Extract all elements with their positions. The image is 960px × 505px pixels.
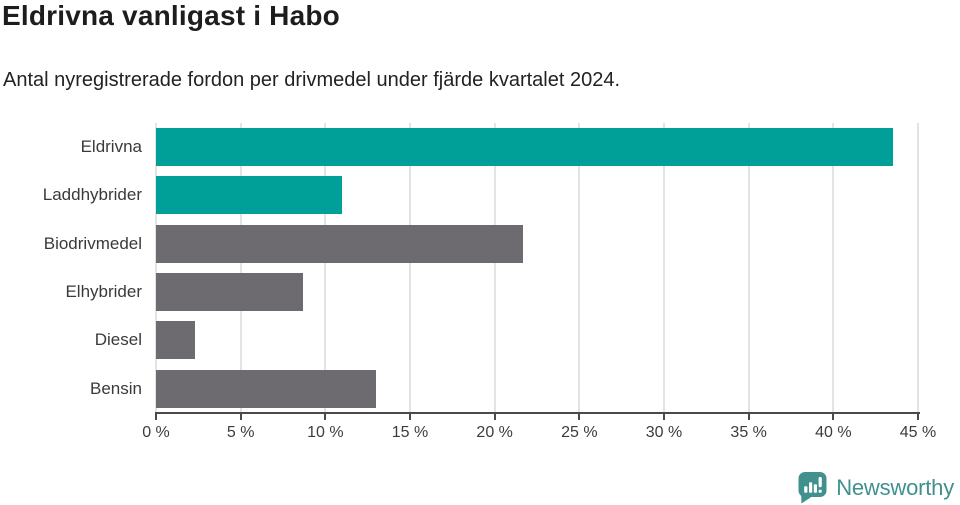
category-label: Elhybrider — [65, 282, 142, 301]
newsworthy-logo: Newsworthy — [797, 471, 954, 504]
chart-title: Eldrivna vanligast i Habo — [2, 0, 340, 31]
axis-tick-label: 10 % — [307, 424, 344, 441]
newsworthy-wordmark: Newsworthy — [836, 474, 954, 500]
axis-tick-label: 35 % — [730, 424, 767, 441]
axis-tick-label: 45 % — [899, 424, 937, 441]
axis-tick-label: 5 % — [226, 424, 255, 441]
bar — [156, 369, 377, 408]
axis-tick — [832, 414, 835, 420]
axis-tick — [155, 414, 157, 420]
gridline — [493, 123, 496, 413]
bar — [156, 128, 893, 167]
axis-tick-label: 20 % — [476, 424, 513, 441]
newsworthy-icon — [798, 472, 827, 504]
gridline — [578, 123, 581, 413]
axis-tick — [324, 414, 327, 420]
axis-tick — [409, 414, 411, 420]
category-label: Laddhybrider — [42, 185, 142, 205]
axis-tick — [493, 414, 496, 420]
axis-tick — [239, 414, 242, 420]
axis-tick-label: 0 % — [142, 424, 170, 441]
axis-tick-label: 30 % — [645, 424, 683, 441]
category-label: Diesel — [94, 330, 142, 350]
axis-tick — [917, 414, 919, 420]
category-label: Eldrivna — [80, 137, 142, 156]
bar-row: Laddhybrider — [0, 171, 960, 219]
axis-tick — [663, 414, 665, 420]
gridline — [324, 123, 327, 413]
bar-row: Diesel — [0, 316, 960, 364]
bar — [156, 273, 304, 312]
bar — [156, 176, 343, 215]
bar-row: Elhybrider — [0, 268, 960, 316]
gridline — [832, 123, 835, 413]
axis-tick-label: 25 % — [561, 424, 598, 441]
plot-area: Eldrivna Laddhybrider Biodrivmedel Elhybrid… — [0, 123, 960, 413]
gridline — [155, 123, 157, 413]
axis-tick-label: 15 % — [391, 424, 429, 441]
gridline — [239, 123, 242, 413]
bar-row: Eldrivna — [0, 123, 960, 171]
axis-tick — [578, 414, 581, 420]
bar — [156, 321, 195, 360]
axis-tick — [747, 414, 750, 420]
gridline — [917, 123, 919, 413]
gridline — [663, 123, 665, 413]
category-label: Bensin — [90, 378, 142, 398]
gridline — [409, 123, 411, 413]
chart-subtitle: Antal nyregistrerade fordon per drivmede… — [3, 69, 621, 91]
category-label: Biodrivmedel — [43, 233, 142, 253]
bar — [156, 224, 524, 263]
x-axis-line — [155, 412, 920, 414]
gridline — [747, 123, 750, 413]
bar-row: Bensin — [0, 365, 960, 413]
axis-tick-label: 40 % — [815, 424, 852, 441]
bar-row: Biodrivmedel — [0, 220, 960, 268]
